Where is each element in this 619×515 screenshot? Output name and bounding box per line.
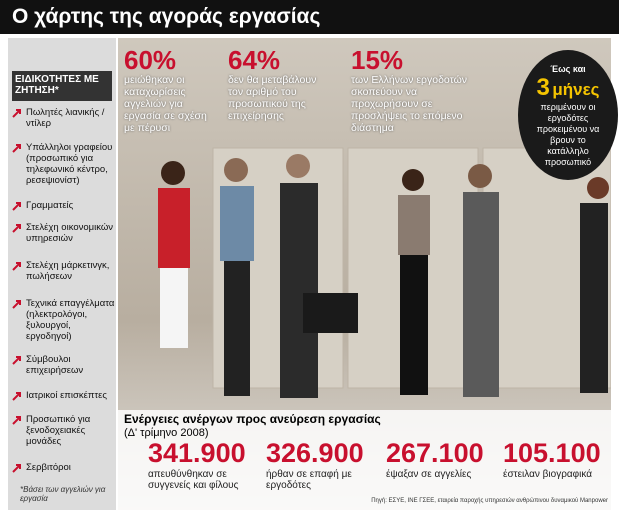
callout: Έως και 3 μήνες περιμένουν οι εργοδότες … bbox=[518, 50, 618, 180]
bottom-title: Ενέργειες ανέργων προς ανεύρεση εργασίας bbox=[124, 412, 381, 426]
callout-number: 3 bbox=[536, 74, 550, 101]
arrow-icon bbox=[12, 416, 21, 425]
arrow-icon bbox=[12, 224, 21, 233]
bottom-subtitle: (Δ' τρίμηνο 2008) bbox=[124, 427, 209, 439]
arrow-icon bbox=[12, 144, 21, 153]
source: Πηγή: ΕΣΥΕ, ΙΝΕ ΓΣΕΕ, εταιρεία παροχής υ… bbox=[371, 498, 608, 504]
stat-value: 60% bbox=[124, 45, 177, 75]
stat-value: 341.900 bbox=[148, 438, 246, 468]
stat-text: έστειλαν βιογραφικά bbox=[503, 469, 593, 480]
specialty: Γραμματείς bbox=[26, 200, 74, 211]
stat-text: μειώθηκαν οι καταχωρίσεις αγγελιών για ε… bbox=[124, 74, 207, 134]
arrow-icon bbox=[12, 109, 21, 118]
top-stat: 60% μειώθηκαν οι καταχωρίσεις αγγελιών γι… bbox=[124, 46, 219, 134]
specialty: Στελέχη οικονομικών υπηρεσιών bbox=[26, 222, 114, 244]
sidebar-heading: ΕΙΔΙΚΟΤΗΤΕΣ ΜΕ ΖΗΤΗΣΗ* bbox=[12, 71, 112, 101]
sidebar: ΕΙΔΙΚΟΤΗΤΕΣ ΜΕ ΖΗΤΗΣΗ* Πωλητές λιανικής … bbox=[8, 38, 116, 510]
bottom-stat: 326.900 ήρθαν σε επαφή με εργοδότες bbox=[266, 438, 381, 491]
people bbox=[158, 154, 609, 398]
stat-value: 267.100 bbox=[386, 438, 484, 468]
bottom-panel: Ενέργειες ανέργων προς ανεύρεση εργασίας… bbox=[118, 410, 611, 510]
arrow-icon bbox=[12, 392, 21, 401]
footnote: *Βάσει των αγγελιών για εργασία bbox=[20, 485, 106, 503]
specialty: Σύμβουλοι επιχειρήσεων bbox=[26, 354, 84, 376]
callout-text: περιμένουν οι εργοδότες προκειμένου να β… bbox=[536, 102, 600, 167]
title: Ο χάρτης της αγοράς εργασίας bbox=[0, 0, 619, 34]
stat-text: ήρθαν σε επαφή με εργοδότες bbox=[266, 469, 352, 491]
stat-value: 64% bbox=[228, 45, 281, 75]
stat-text: των Ελλήνων εργοδοτών σκοπεύουν να προχω… bbox=[351, 74, 468, 134]
specialty: Υπάλληλοι γραφείου (προσωπικό για τηλεφω… bbox=[26, 142, 113, 186]
stat-text: απευθύνθηκαν σε συγγενείς και φίλους bbox=[148, 469, 239, 491]
queue-illustration bbox=[158, 147, 612, 398]
bottom-stat: 267.100 έψαξαν σε αγγελίες bbox=[386, 438, 501, 480]
arrow-icon bbox=[12, 300, 21, 309]
stat-text: δεν θα μεταβάλουν τον αριθμό του προσωπι… bbox=[228, 74, 317, 122]
bottom-stat: 341.900 απευθύνθηκαν σε συγγενείς και φίλ… bbox=[148, 438, 263, 491]
callout-prefix: Έως και bbox=[550, 64, 586, 74]
specialty: Πωλητές λιανικής / ντίλερ bbox=[26, 107, 105, 129]
arrow-icon bbox=[12, 464, 21, 473]
specialty: Προσωπικό για ξενοδοχειακές μονάδες bbox=[26, 414, 91, 447]
specialty: Στελέχη μάρκετινγκ, πωλήσεων bbox=[26, 260, 110, 282]
top-stat: 64% δεν θα μεταβάλουν τον αριθμό του προσ… bbox=[228, 46, 328, 122]
specialty: Τεχνικά επαγγέλματα (ηλεκτρολόγοι, ξυλου… bbox=[26, 298, 115, 342]
specialty: Ιατρικοί επισκέπτες bbox=[26, 390, 107, 401]
arrow-icon bbox=[12, 202, 21, 211]
stat-value: 15% bbox=[351, 45, 404, 75]
arrow-icon bbox=[12, 356, 21, 365]
callout-unit: μήνες bbox=[552, 80, 600, 99]
stat-text: έψαξαν σε αγγελίες bbox=[386, 469, 472, 480]
stat-value: 105.100 bbox=[503, 438, 601, 468]
bottom-stat: 105.100 έστειλαν βιογραφικά bbox=[503, 438, 618, 480]
top-stat: 15% των Ελλήνων εργοδοτών σκοπεύουν να πρ… bbox=[351, 46, 481, 134]
stat-value: 326.900 bbox=[266, 438, 364, 468]
specialty: Σερβιτόροι bbox=[26, 462, 71, 473]
arrow-icon bbox=[12, 262, 21, 271]
